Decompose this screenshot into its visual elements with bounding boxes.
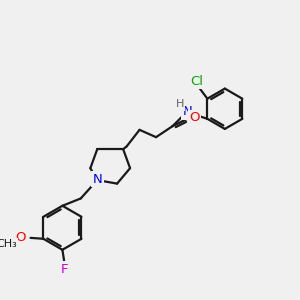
Text: O: O bbox=[189, 111, 200, 124]
Text: O: O bbox=[15, 231, 26, 244]
Text: Cl: Cl bbox=[190, 75, 203, 88]
Text: N: N bbox=[92, 173, 102, 186]
Text: H: H bbox=[176, 99, 184, 109]
Text: F: F bbox=[61, 262, 68, 275]
Text: CH₃: CH₃ bbox=[0, 239, 17, 249]
Text: N: N bbox=[182, 105, 192, 118]
